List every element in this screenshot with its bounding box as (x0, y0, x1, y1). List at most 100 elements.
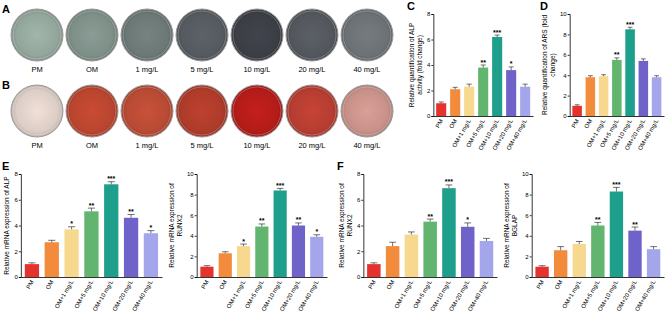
y-tick-mark (361, 277, 363, 278)
y-tick-mark (568, 14, 570, 15)
error-cap (439, 101, 444, 102)
y-tick: 4 (15, 223, 21, 229)
y-tick: 4 (190, 233, 196, 239)
x-tick-label: PM (25, 279, 35, 290)
y-tick: 6 (357, 197, 363, 203)
bar (625, 29, 635, 116)
error-bar (222, 252, 229, 254)
error-cap (588, 75, 593, 76)
y-axis-line (195, 175, 198, 278)
y-tick: 10 (560, 11, 570, 17)
plate-rim (178, 11, 226, 59)
error-stem (467, 223, 468, 227)
panel-letter: D (540, 0, 548, 12)
significance: ** (480, 59, 486, 66)
x-tick: OM (583, 116, 593, 130)
y-tick-label: 0 (563, 113, 567, 119)
y-tick: 10 (522, 171, 532, 177)
bar (310, 237, 323, 277)
x-tick-label: OM+5 mg/L (244, 279, 265, 310)
plate (286, 9, 338, 61)
y-axis-line (361, 175, 364, 278)
plate-rim (343, 11, 391, 59)
error-bar (483, 238, 490, 241)
y-tick-label: 0 (427, 113, 431, 119)
bar-chart: *******0246810PMOMOM+1 mg/LOM+5 mg/LOM+1… (503, 171, 665, 312)
y-tick-mark (431, 116, 433, 117)
panel-letter: E (2, 160, 9, 172)
y-tick: 0 (525, 274, 531, 280)
bar (535, 267, 548, 277)
plate (231, 85, 283, 137)
plate-rim (233, 87, 281, 135)
error-cap (650, 246, 657, 247)
bar (461, 227, 475, 277)
y-tick: 8 (525, 192, 531, 198)
y-axis: 0246810 (522, 171, 532, 280)
plate-label: 40 mg/L (353, 141, 380, 150)
significance: ** (296, 216, 302, 223)
plate-label: 1 mg/L (136, 65, 159, 74)
significance: * (315, 228, 318, 235)
y-axis-line (568, 15, 571, 117)
error-stem (392, 242, 393, 246)
bar (464, 87, 474, 116)
x-tick: OM+1 mg/L (393, 277, 414, 309)
plate-rim (233, 11, 281, 59)
plate-label: 5 mg/L (191, 65, 214, 74)
error-cap (389, 242, 396, 243)
significance: *** (626, 21, 634, 28)
x-tick: PM (434, 116, 444, 129)
x-tick-label: OM+5 mg/L (73, 279, 94, 310)
panel-letter: A (2, 3, 10, 15)
bar-chart: *********0246810PMOMOM+1 mg/LOM+5 mg/LOM… (168, 171, 328, 312)
y-tick: 10 (187, 171, 197, 177)
bar (292, 226, 305, 278)
significance: ** (427, 213, 433, 220)
x-axis: PMOMOM+1 mg/LOM+5 mg/LOM+10 mg/LOM+20 mg… (434, 116, 534, 151)
significance: * (150, 224, 153, 231)
error-bar (408, 232, 415, 235)
x-tick-label: OM+40 mg/L (505, 118, 528, 152)
error-cap (408, 231, 415, 232)
plate (11, 85, 63, 137)
bar (274, 190, 287, 277)
y-tick-mark (195, 195, 197, 196)
plot: *******0246810PMOMOM+1 mg/LOM+5 mg/LOM+1… (522, 171, 665, 312)
bar-chart: D*****0246810PMOMOM+1 mg/LOM+5 mg/LOM+10… (540, 0, 665, 151)
bar (478, 68, 488, 116)
error-cap (483, 238, 490, 239)
plot: *********0246810PMOMOM+1 mg/LOM+5 mg/LOM… (187, 171, 328, 312)
plate-label: 20 mg/L (298, 141, 325, 150)
plate (286, 85, 338, 137)
error-bar (539, 266, 546, 267)
bar (599, 76, 609, 116)
x-tick-label: OM+1 mg/L (393, 279, 414, 310)
bar (255, 227, 268, 277)
x-tick: OM+5 mg/L (580, 277, 601, 309)
error-bar (613, 187, 620, 191)
y-tick-label: 2 (15, 249, 19, 255)
bar (610, 192, 623, 277)
y-tick-label: 6 (563, 52, 567, 58)
y-tick-label: 2 (525, 254, 529, 260)
marks (436, 35, 530, 116)
x-tick-label: OM (554, 279, 564, 290)
plate-label: 20 mg/L (298, 65, 325, 74)
bar (591, 226, 604, 278)
x-tick: OM+1 mg/L (561, 277, 582, 309)
x-tick-label: OM (448, 118, 458, 129)
y-axis: 0246810 (187, 171, 197, 280)
y-tick-mark (568, 34, 570, 35)
y-tick-mark (530, 195, 532, 196)
y-tick: 4 (357, 223, 363, 229)
plate-rim (178, 87, 226, 135)
y-axis: 02468 (427, 11, 434, 119)
error-bar (588, 76, 593, 78)
x-axis-line (197, 277, 327, 278)
y-tick-mark (195, 215, 197, 216)
y-tick: 4 (427, 62, 433, 68)
y-tick-mark (530, 256, 532, 257)
significance: * (510, 60, 513, 67)
y-axis: 02468 (357, 171, 364, 280)
